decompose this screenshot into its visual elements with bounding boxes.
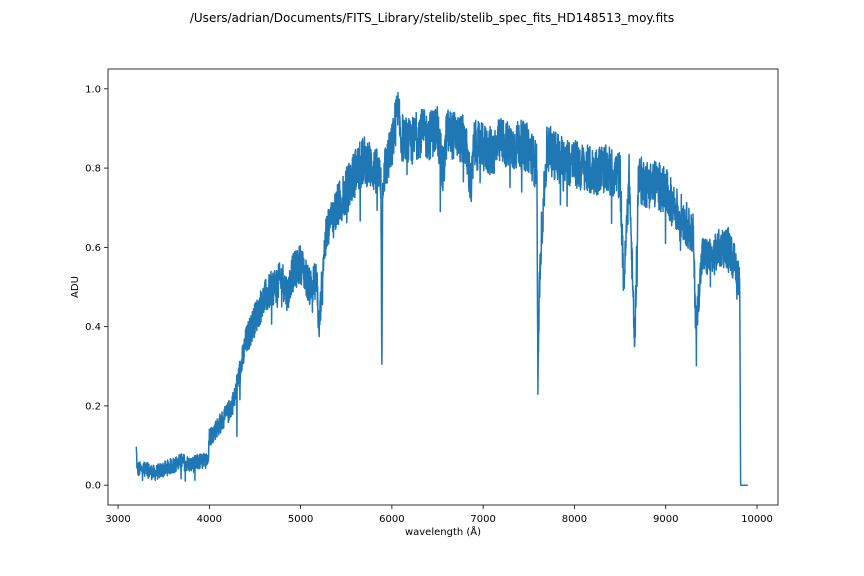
x-tick-label: 6000 xyxy=(379,514,404,525)
x-tick-label: 8000 xyxy=(562,514,587,525)
spectrum-series-line xyxy=(135,91,749,486)
x-axis-label: wavelength (Å) xyxy=(405,525,481,538)
x-tick-label: 4000 xyxy=(197,514,222,525)
x-tick-label: 5000 xyxy=(288,514,313,525)
y-tick-label: 0.0 xyxy=(85,481,101,492)
y-tick-label: 1.0 xyxy=(85,84,101,95)
axes-frame xyxy=(107,68,779,506)
x-axis-ticks: 3000 4000 5000 6000 7000 8000 9000 10000 xyxy=(105,505,773,525)
chart-title: /Users/adrian/Documents/FITS_Library/ste… xyxy=(190,11,674,25)
y-tick-label: 0.2 xyxy=(85,401,101,412)
x-tick-label: 7000 xyxy=(470,514,495,525)
y-axis-label: ADU xyxy=(70,276,81,298)
y-tick-label: 0.4 xyxy=(85,322,101,333)
x-tick-label: 10000 xyxy=(741,514,773,525)
x-tick-label: 3000 xyxy=(105,514,130,525)
y-tick-label: 0.8 xyxy=(85,164,101,175)
x-tick-label: 9000 xyxy=(653,514,678,525)
plot-area xyxy=(135,91,749,486)
y-axis-ticks: 0.0 0.2 0.4 0.6 0.8 1.0 xyxy=(85,84,108,492)
y-tick-label: 0.6 xyxy=(85,243,101,254)
